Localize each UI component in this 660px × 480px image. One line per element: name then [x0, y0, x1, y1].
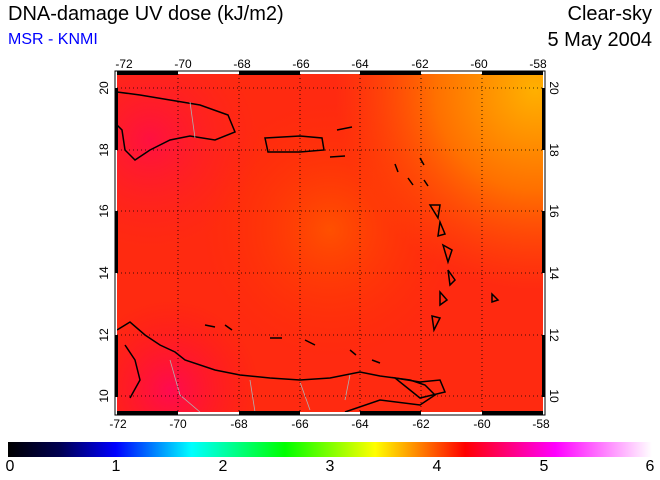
uv-field [117, 74, 543, 412]
coastlines [117, 91, 500, 412]
condition-label: Clear-sky [567, 3, 652, 25]
lat-label-right: 14 [547, 266, 561, 280]
lat-label-right: 10 [547, 389, 561, 403]
source-label: MSR - KNMI [8, 31, 98, 48]
colorbar-label: 0 [5, 458, 15, 475]
date-label: 5 May 2004 [547, 29, 652, 51]
lon-label-bottom: -66 [291, 417, 309, 431]
lon-label-top: -66 [292, 57, 310, 71]
lat-label-right: 12 [547, 328, 561, 342]
lon-label-top: -60 [470, 57, 488, 71]
colorbar [8, 442, 652, 457]
lon-label-top: -58 [529, 57, 547, 71]
lat-label-left: 14 [97, 266, 111, 280]
lat-label-right: 18 [547, 143, 561, 157]
graticule [117, 74, 543, 412]
lon-label-bottom: -70 [169, 417, 187, 431]
lat-label-right: 16 [547, 204, 561, 218]
lat-label-left: 12 [97, 328, 111, 342]
lon-label-bottom: -58 [532, 417, 550, 431]
lon-label-bottom: -62 [412, 417, 430, 431]
lat-label-right: 20 [547, 81, 561, 95]
colorbar-label: 5 [539, 458, 549, 475]
map-title: DNA-damage UV dose (kJ/m2) [8, 3, 284, 25]
colorbar-label: 3 [325, 458, 335, 475]
lon-label-bottom: -60 [473, 417, 491, 431]
lon-label-top: -72 [115, 57, 133, 71]
lon-label-top: -62 [411, 57, 429, 71]
lon-label-top: -70 [174, 57, 192, 71]
lon-label-bottom: -64 [351, 417, 369, 431]
colorbar-label: 4 [432, 458, 442, 475]
lat-label-left: 10 [97, 389, 111, 403]
colorbar-label: 6 [645, 458, 655, 475]
lon-label-top: -64 [351, 57, 369, 71]
lat-label-left: 20 [97, 81, 111, 95]
map-frame [114, 70, 546, 416]
borders [169, 101, 351, 412]
lat-label-left: 16 [97, 204, 111, 218]
lon-label-bottom: -68 [230, 417, 248, 431]
lon-label-bottom: -72 [109, 417, 127, 431]
lat-label-left: 18 [97, 143, 111, 157]
lon-label-top: -68 [233, 57, 251, 71]
colorbar-label: 2 [218, 458, 228, 475]
colorbar-label: 1 [111, 458, 121, 475]
